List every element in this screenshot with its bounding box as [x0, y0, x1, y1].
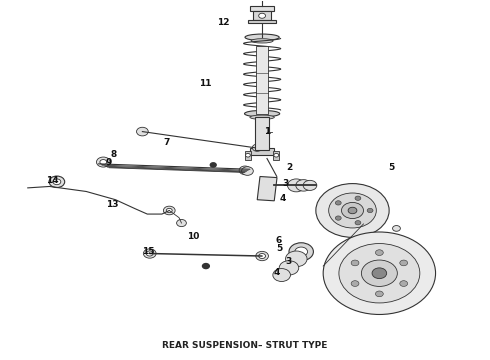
- Circle shape: [242, 167, 253, 175]
- Text: 4: 4: [273, 268, 280, 277]
- Circle shape: [323, 232, 436, 315]
- Circle shape: [355, 196, 361, 201]
- Circle shape: [166, 208, 172, 213]
- Text: 2: 2: [286, 163, 292, 172]
- Circle shape: [400, 260, 408, 266]
- Circle shape: [97, 157, 110, 167]
- Circle shape: [335, 216, 341, 220]
- Circle shape: [252, 144, 262, 151]
- Circle shape: [137, 127, 148, 136]
- Circle shape: [303, 180, 317, 190]
- Bar: [248, 20, 276, 23]
- Circle shape: [286, 251, 307, 267]
- Circle shape: [259, 253, 266, 258]
- Circle shape: [375, 291, 383, 297]
- Circle shape: [239, 166, 251, 175]
- Circle shape: [202, 264, 209, 269]
- Circle shape: [375, 250, 383, 256]
- Circle shape: [348, 207, 357, 214]
- Bar: [250, 6, 274, 11]
- Text: 1: 1: [264, 127, 270, 136]
- Circle shape: [245, 153, 250, 157]
- Text: 5: 5: [389, 163, 395, 172]
- Circle shape: [351, 281, 359, 287]
- Circle shape: [342, 202, 364, 219]
- Bar: [255, 117, 270, 149]
- Circle shape: [49, 176, 65, 188]
- Circle shape: [355, 221, 361, 225]
- Text: 5: 5: [276, 244, 282, 253]
- Text: 3: 3: [282, 179, 288, 188]
- Text: 8: 8: [111, 150, 117, 159]
- Text: 15: 15: [142, 247, 154, 256]
- Circle shape: [295, 247, 308, 256]
- Text: 12: 12: [217, 18, 229, 27]
- Circle shape: [392, 226, 400, 231]
- Circle shape: [351, 260, 359, 266]
- Circle shape: [210, 163, 216, 167]
- Circle shape: [335, 201, 341, 205]
- Text: 4: 4: [280, 194, 286, 203]
- Ellipse shape: [251, 39, 273, 43]
- Ellipse shape: [245, 34, 279, 41]
- Circle shape: [296, 180, 312, 191]
- Bar: [250, 148, 274, 155]
- Text: 11: 11: [198, 79, 211, 88]
- Bar: [253, 11, 271, 21]
- Circle shape: [273, 269, 291, 282]
- Circle shape: [339, 244, 420, 303]
- Bar: [257, 176, 277, 201]
- Circle shape: [144, 249, 156, 258]
- Circle shape: [100, 159, 107, 165]
- Circle shape: [288, 179, 305, 192]
- Circle shape: [400, 281, 408, 287]
- Text: 3: 3: [286, 257, 292, 266]
- Text: 13: 13: [106, 200, 119, 209]
- Text: REAR SUSPENSION– STRUT TYPE: REAR SUSPENSION– STRUT TYPE: [162, 341, 328, 350]
- Text: 6: 6: [275, 236, 281, 245]
- Ellipse shape: [250, 115, 274, 120]
- Bar: [245, 150, 251, 159]
- Circle shape: [242, 168, 248, 172]
- Circle shape: [256, 251, 269, 261]
- Circle shape: [147, 251, 153, 256]
- Text: 9: 9: [106, 158, 112, 167]
- Circle shape: [259, 13, 266, 18]
- Text: 7: 7: [164, 138, 170, 147]
- Circle shape: [274, 153, 279, 157]
- Circle shape: [329, 193, 376, 228]
- Circle shape: [316, 184, 389, 237]
- Circle shape: [367, 208, 373, 213]
- Ellipse shape: [245, 111, 280, 117]
- Circle shape: [362, 260, 397, 287]
- Circle shape: [53, 179, 61, 185]
- Circle shape: [163, 206, 175, 215]
- Bar: [256, 45, 268, 114]
- Circle shape: [289, 243, 314, 261]
- Circle shape: [279, 261, 299, 275]
- Bar: [273, 150, 279, 159]
- Circle shape: [372, 268, 387, 279]
- Text: 10: 10: [188, 232, 200, 241]
- Circle shape: [176, 220, 186, 226]
- Text: 14: 14: [46, 176, 58, 185]
